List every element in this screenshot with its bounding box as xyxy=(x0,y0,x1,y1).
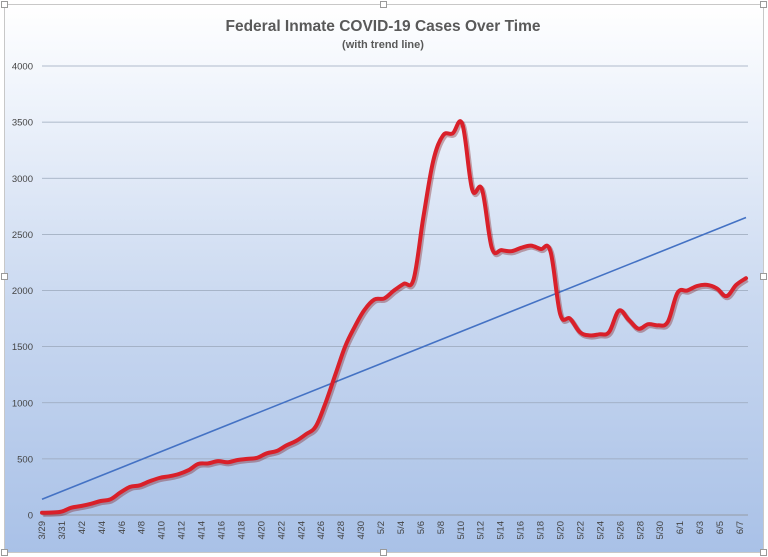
resize-handle-top-center[interactable] xyxy=(380,1,387,8)
x-tick-label: 4/2 xyxy=(77,521,88,534)
chart-frame[interactable] xyxy=(4,4,764,553)
x-tick-label: 4/6 xyxy=(117,521,128,534)
resize-handle-top-left[interactable] xyxy=(1,1,8,8)
series-line-shadow xyxy=(43,120,749,517)
y-tick-label: 1000 xyxy=(12,398,33,409)
y-tick-label: 2500 xyxy=(12,230,33,241)
x-tick-label: 4/18 xyxy=(236,521,247,540)
x-tick-label: 5/2 xyxy=(376,521,387,534)
y-tick-label: 4000 xyxy=(12,62,33,73)
x-tick-label: 4/20 xyxy=(256,521,267,540)
x-tick-label: 4/4 xyxy=(97,521,108,534)
x-tick-label: 5/28 xyxy=(635,521,646,540)
x-tick-label: 5/16 xyxy=(516,521,527,540)
x-tick-label: 6/3 xyxy=(695,521,706,534)
x-tick-label: 4/22 xyxy=(276,521,287,540)
x-tick-label: 4/24 xyxy=(296,521,307,540)
resize-handle-bottom-center[interactable] xyxy=(380,549,387,556)
y-tick-label: 1500 xyxy=(12,342,33,353)
series-group xyxy=(40,119,749,517)
x-tick-label: 5/20 xyxy=(556,521,567,540)
resize-handle-top-right[interactable] xyxy=(760,1,767,8)
x-tick-label: 5/10 xyxy=(456,521,467,540)
x-tick-label: 4/10 xyxy=(157,521,168,540)
x-tick-label: 6/5 xyxy=(715,521,726,534)
y-tick-label: 3500 xyxy=(12,118,33,129)
resize-handle-bottom-left[interactable] xyxy=(1,549,8,556)
x-tick-label: 4/8 xyxy=(137,521,148,534)
y-tick-label: 3000 xyxy=(12,174,33,185)
x-tick-label: 4/14 xyxy=(197,521,208,540)
x-tick-label: 5/4 xyxy=(396,521,407,534)
trend-line xyxy=(41,216,747,501)
y-tick-label: 2000 xyxy=(12,286,33,297)
x-axis-ticks: 3/29 3/31 4/2 4/4 4/6 4/8 4/10 4/12 4/14 4/16 4/18… xyxy=(37,521,746,540)
resize-handle-mid-right[interactable] xyxy=(760,273,767,280)
x-tick-label: 5/24 xyxy=(595,521,606,540)
x-tick-label: 4/30 xyxy=(356,521,367,540)
chart-subtitle: (with trend line) xyxy=(342,39,424,51)
x-tick-label: 5/30 xyxy=(655,521,666,540)
x-tick-label: 4/28 xyxy=(336,521,347,540)
x-tick-label: 4/16 xyxy=(216,521,227,540)
x-tick-label: 6/1 xyxy=(675,521,686,534)
x-tick-label: 6/7 xyxy=(735,521,746,534)
x-tick-label: 4/12 xyxy=(177,521,188,540)
x-tick-label: 3/29 xyxy=(37,521,48,540)
x-tick-label: 5/6 xyxy=(416,521,427,534)
y-tick-label: 0 xyxy=(28,511,33,522)
x-tick-label: 5/12 xyxy=(476,521,487,540)
x-tick-label: 5/18 xyxy=(536,521,547,540)
y-tick-label: 500 xyxy=(17,454,33,465)
x-tick-label: 3/31 xyxy=(57,521,68,540)
x-tick-label: 5/8 xyxy=(436,521,447,534)
resize-handle-mid-left[interactable] xyxy=(1,273,8,280)
resize-handle-bottom-right[interactable] xyxy=(760,549,767,556)
y-axis-ticks: 0 500 1000 1500 2000 2500 3000 3500 4000 xyxy=(12,62,33,522)
x-tick-label: 4/26 xyxy=(316,521,327,540)
x-tick-label: 5/14 xyxy=(496,521,507,540)
x-tick-label: 5/22 xyxy=(575,521,586,540)
series-line-cases xyxy=(40,119,748,515)
chart-title: Federal Inmate COVID-19 Cases Over Time xyxy=(225,18,540,35)
gridlines xyxy=(42,65,748,516)
x-tick-label: 5/26 xyxy=(615,521,626,540)
